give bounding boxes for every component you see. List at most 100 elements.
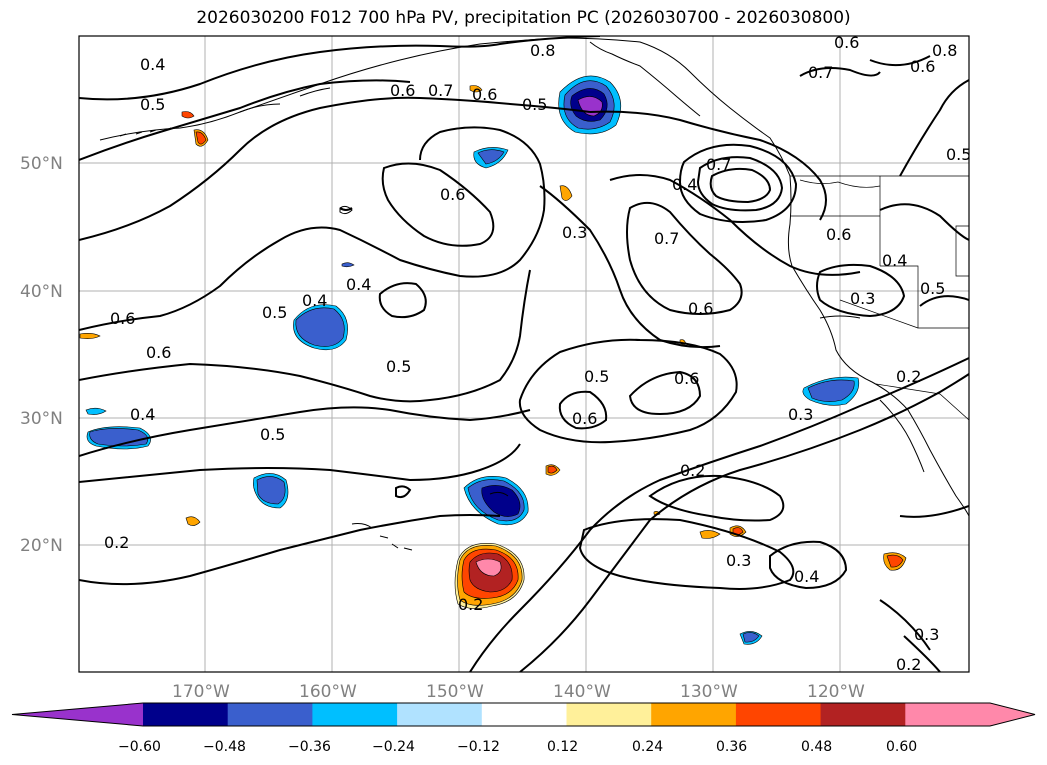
lon-label: 120°W xyxy=(807,682,865,702)
colorbar-segment xyxy=(481,703,567,726)
contour-label: 0.2 xyxy=(896,367,921,386)
lat-label: 40°N xyxy=(20,282,63,302)
precip-negative-area xyxy=(807,379,855,402)
precip-negative-area xyxy=(256,476,286,505)
contour-label: 0.5 xyxy=(260,425,285,444)
contour-label: 0.6 xyxy=(110,309,135,328)
colorbar-arrow-left xyxy=(12,703,143,726)
colorbar-segment xyxy=(227,703,313,726)
precip-positive-area xyxy=(559,185,573,201)
contour-label: 0.2 xyxy=(458,595,483,614)
contour-label: 0.2 xyxy=(680,461,705,480)
borders xyxy=(790,175,969,421)
contour-label: 0.4 xyxy=(130,405,155,424)
colorbar-segment xyxy=(905,703,991,726)
map-border xyxy=(78,35,970,673)
colorbar-tick-label: −0.60 xyxy=(118,739,161,755)
contour-label: 0.6 xyxy=(674,369,699,388)
contour-label: 0.2 xyxy=(104,533,129,552)
lon-label: 140°W xyxy=(553,682,611,702)
colorbar xyxy=(11,702,1036,727)
colorbar-tick-label: −0.36 xyxy=(288,739,331,755)
contour-label: 0.7 xyxy=(706,155,731,174)
contour-label: 0.7 xyxy=(808,63,833,82)
contour-label: 0.6 xyxy=(834,33,859,52)
colorbar-segment xyxy=(735,703,822,726)
gridlines xyxy=(79,36,969,672)
contour-label: 0.4 xyxy=(346,275,371,294)
contour-label: 0.6 xyxy=(146,343,171,362)
contour-label: 0.4 xyxy=(672,175,697,194)
contour-label: 0.5 xyxy=(386,357,411,376)
contour-label: 0.3 xyxy=(726,551,751,570)
precip-negative-area xyxy=(89,428,149,447)
precip-positive-area xyxy=(699,530,721,539)
lat-label: 50°N xyxy=(20,154,63,174)
map-title: 2026030200 F012 700 hPa PV, precipitatio… xyxy=(196,8,851,28)
contour-label: 0.5 xyxy=(584,367,609,386)
colorbar-tick-label: 0.48 xyxy=(801,739,832,755)
precip-positive-area xyxy=(547,465,558,474)
precip-positive-area xyxy=(185,516,201,526)
contour-label: 0.3 xyxy=(850,289,875,308)
precip-negative-area xyxy=(341,262,355,268)
colorbar-tick-label: 0.12 xyxy=(547,739,578,755)
colorbar-outline xyxy=(11,702,1036,727)
contour-label: 0.6 xyxy=(390,81,415,100)
contour-label: 0.8 xyxy=(530,41,555,60)
colorbar-arrow-right xyxy=(990,703,1035,726)
pv-contours xyxy=(79,36,969,672)
contour-label: 0.5 xyxy=(262,303,287,322)
contour-label: 0.7 xyxy=(428,81,453,100)
precip-positive-area xyxy=(195,131,207,145)
contour-label: 0.6 xyxy=(910,57,935,76)
colorbar-segment xyxy=(566,703,652,726)
precip-positive-area xyxy=(475,558,502,577)
colorbar-ticks: −0.60 −0.48 −0.36 −0.24 −0.12 0.12 0.24 … xyxy=(118,739,917,755)
contour-label: 0.3 xyxy=(788,405,813,424)
latitude-labels: 50°N 40°N 30°N 20°N xyxy=(20,154,63,556)
contour-label: 0.5 xyxy=(140,95,165,114)
colorbar-tick-label: −0.24 xyxy=(372,739,415,755)
precip-negative-area xyxy=(477,149,505,165)
precip-positive-area xyxy=(79,333,101,339)
colorbar-tick-label: 0.36 xyxy=(716,739,747,755)
contour-label: 0.2 xyxy=(896,655,921,674)
contour-label: 0.7 xyxy=(654,229,679,248)
contour-label: 0.4 xyxy=(302,291,327,310)
precip-shading xyxy=(79,75,907,645)
precip-negative-area xyxy=(85,407,107,415)
lon-label: 160°W xyxy=(299,682,357,702)
contour-label: 0.3 xyxy=(562,223,587,242)
contour-labels: 0.4 0.5 0.6 0.7 0.8 0.6 0.5 0.6 0.8 0.7 … xyxy=(104,33,971,674)
contour-label: 0.3 xyxy=(914,625,939,644)
colorbar-tick-label: 0.24 xyxy=(632,739,663,755)
colorbar-segment xyxy=(651,703,737,726)
contour-label: 0.5 xyxy=(946,145,971,164)
precip-positive-area xyxy=(181,111,195,119)
contour-label: 0.4 xyxy=(140,55,165,74)
precip-positive-area xyxy=(469,85,483,93)
colorbar-segment xyxy=(143,703,229,726)
colorbar-segment xyxy=(312,703,398,726)
contour-label: 0.4 xyxy=(794,567,819,586)
precip-negative-area xyxy=(295,307,345,347)
colorbar-tick-label: 0.60 xyxy=(886,739,917,755)
colorbar-tick-label: −0.12 xyxy=(457,739,500,755)
precip-positive-area xyxy=(886,554,904,568)
contour-label: 0.6 xyxy=(472,85,497,104)
lon-label: 150°W xyxy=(426,682,484,702)
contour-label: 0.6 xyxy=(826,225,851,244)
contour-label: 0.5 xyxy=(920,279,945,298)
contour-label: 0.4 xyxy=(882,251,907,270)
contour-label: 0.6 xyxy=(572,409,597,428)
lon-label: 170°W xyxy=(172,682,230,702)
precip-negative-area xyxy=(742,632,760,643)
colorbar-segment xyxy=(820,703,906,726)
lon-label: 130°W xyxy=(680,682,738,702)
colorbar-segment xyxy=(397,703,483,726)
contour-label: 0.6 xyxy=(688,299,713,318)
contour-label: 0.5 xyxy=(522,95,547,114)
lat-label: 30°N xyxy=(20,409,63,429)
